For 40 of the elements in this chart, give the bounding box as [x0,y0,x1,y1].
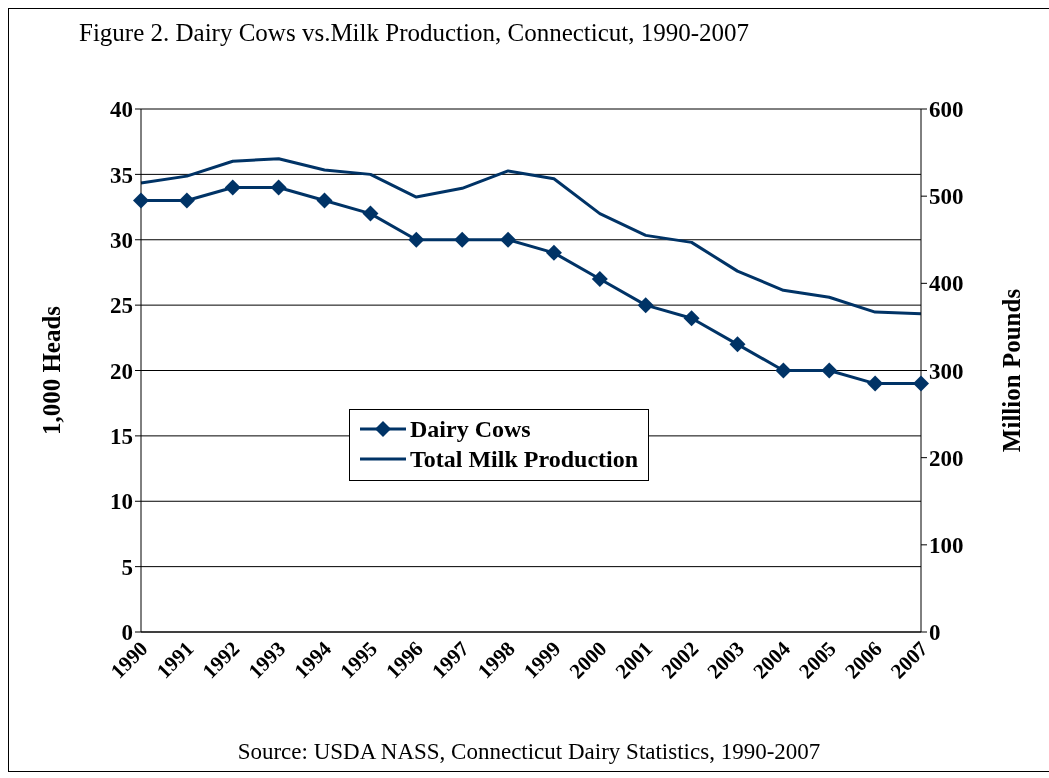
point [408,231,425,248]
y-tick-label: 5 [121,554,133,580]
y2-tick-label: 600 [929,97,964,123]
point [500,231,517,248]
legend-label: Total Milk Production [410,445,639,473]
point [729,336,746,353]
y2-tick-label: 400 [929,271,964,297]
point [591,270,608,287]
point [133,192,149,209]
y-tick-label: 35 [110,162,133,188]
point [545,244,562,261]
point [775,362,792,379]
y-axis-title: 1,000 Heads [37,305,65,436]
y-tick-label: 10 [110,489,133,515]
point [362,205,379,222]
point [316,192,333,209]
chart-title: Figure 2. Dairy Cows vs.Milk Production, Connecticut, 1990-2007 [79,19,750,47]
y-tick-label: 40 [110,97,133,123]
y-tick-label: 25 [110,293,133,319]
point [683,310,700,327]
y2-axis-title: Million Pounds [997,288,1025,453]
point [637,297,654,314]
legend-label: Dairy Cows [410,415,531,443]
y-tick-label: 0 [121,620,133,646]
point [913,375,929,392]
point [270,179,287,196]
y2-tick-label: 300 [929,358,964,384]
y2-tick-label: 0 [929,620,941,646]
y2-tick-label: 500 [929,184,964,210]
y-tick-label: 15 [110,424,133,450]
point [178,192,195,209]
point [454,231,471,248]
point [224,179,241,196]
point [867,375,884,392]
y2-tick-label: 100 [929,533,964,558]
point [821,362,838,379]
y2-tick-label: 200 [929,445,964,471]
y-tick-label: 30 [110,227,133,253]
source-note: Source: USDA NASS, Connecticut Dairy Statistics, 1990-2007 [236,739,822,765]
y-tick-label: 20 [110,358,133,384]
